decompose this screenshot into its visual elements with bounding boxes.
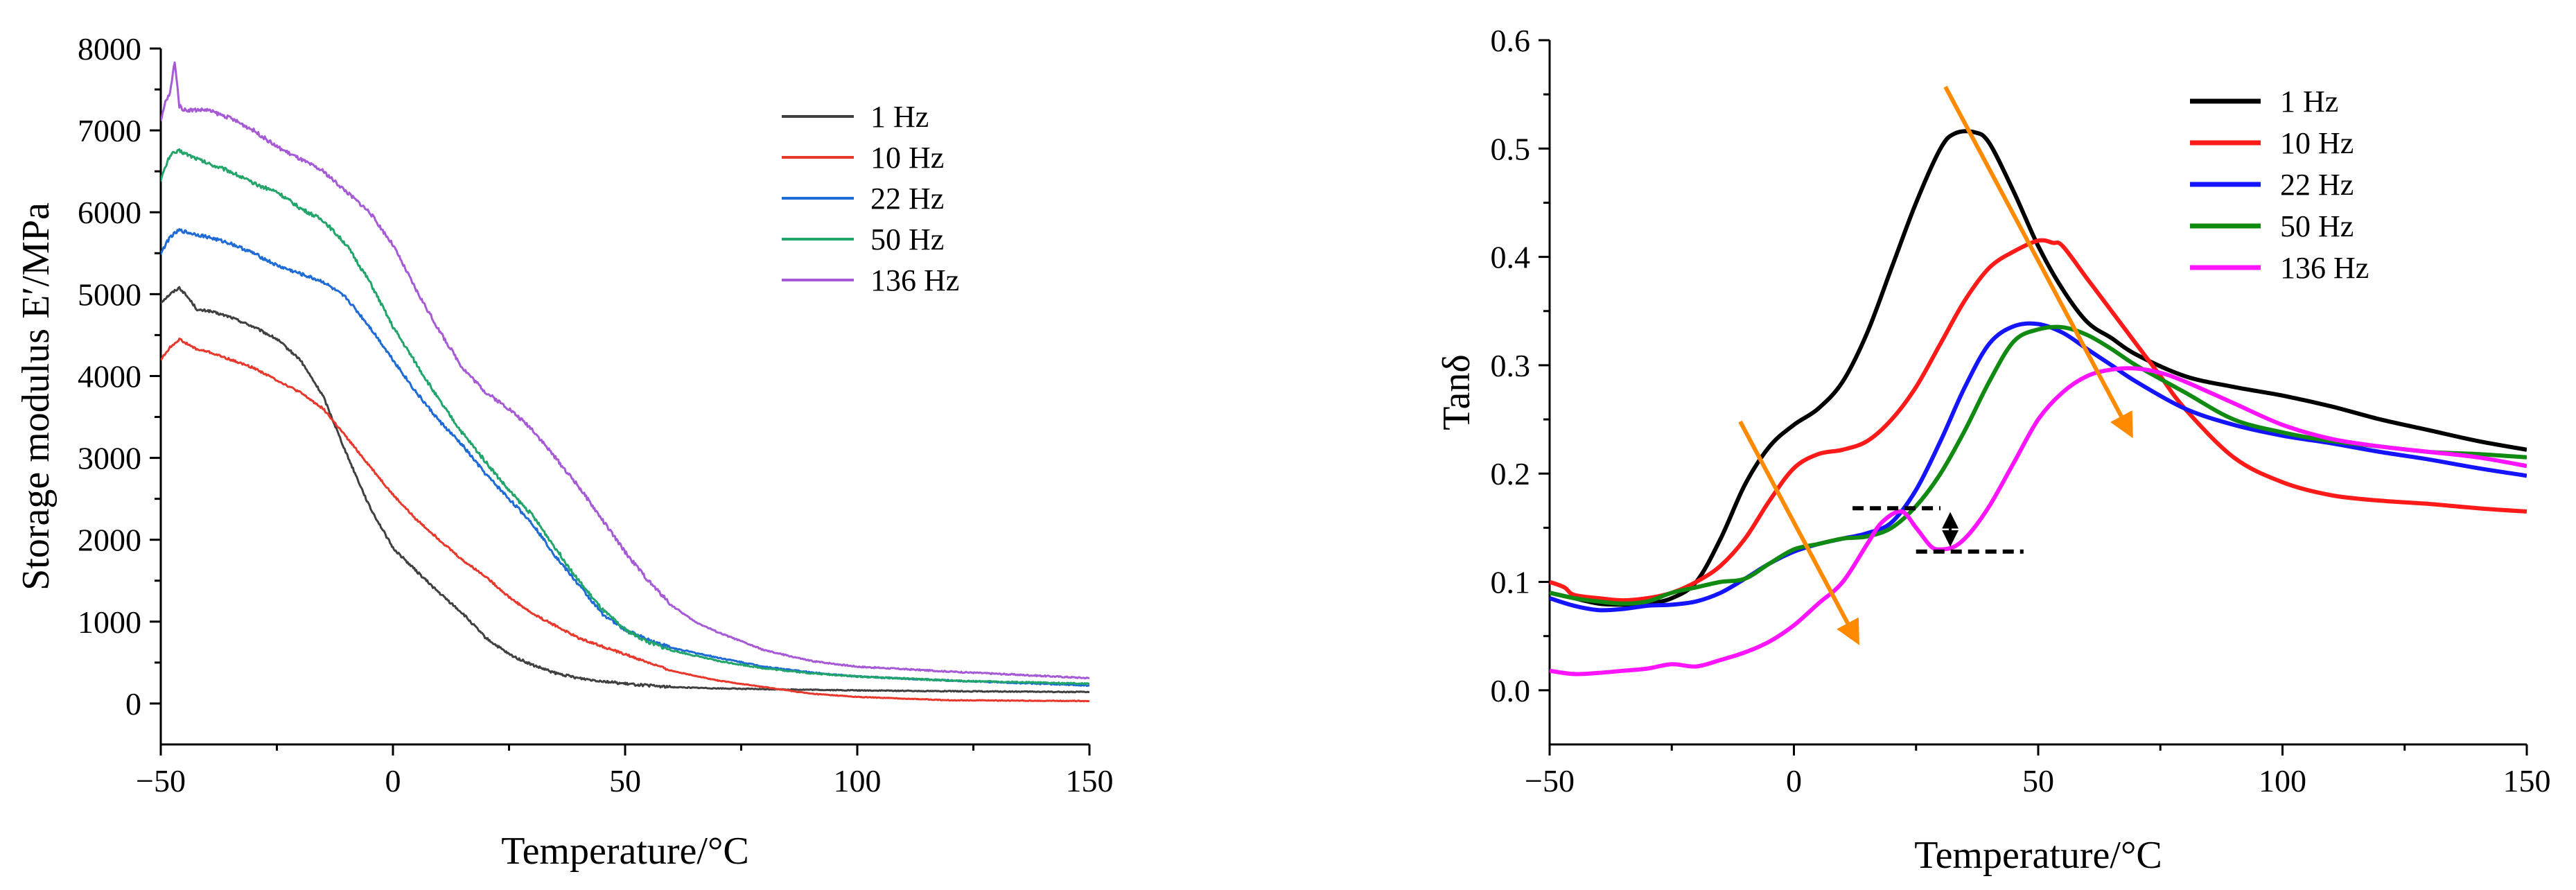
x-axis-label: Temperature/°C <box>1914 834 2162 877</box>
y-tick-label: 0.1 <box>1491 565 1531 600</box>
legend-label: 50 Hz <box>2280 209 2354 243</box>
x-tick-label: 150 <box>2503 763 2551 799</box>
axes: −50 0 50 100 150 0 1000 2000 3000 4000 5000 6000 700… <box>78 31 1114 799</box>
series-line <box>1550 324 2527 606</box>
series-line <box>161 338 1089 703</box>
y-tick-label: 0.6 <box>1491 23 1531 58</box>
legend-label: 50 Hz <box>870 222 944 256</box>
legend-label: 10 Hz <box>870 141 944 175</box>
y-tick-label: 6000 <box>78 195 141 230</box>
legend: 1 Hz 10 Hz 22 Hz 50 Hz 136 Hz <box>2190 85 2369 285</box>
shift-arrow-low <box>1738 420 1859 645</box>
x-tick-label: −50 <box>1525 763 1575 799</box>
y-tick-label: 4000 <box>78 358 141 394</box>
series-line <box>1550 366 2527 677</box>
annotations <box>1738 85 2133 645</box>
legend-label: 1 Hz <box>870 100 929 134</box>
y-tick-label: 0.4 <box>1491 240 1531 275</box>
y-tick-label: 7000 <box>78 113 141 148</box>
x-tick-label: 100 <box>834 763 882 799</box>
y-tick-label: 0.2 <box>1491 456 1531 491</box>
legend-label: 1 Hz <box>2280 85 2338 119</box>
tan-delta-chart: −50 0 50 100 150 0.0 0.1 0.2 0.3 0.4 0.5 0.6 Tempera… <box>1435 23 2551 877</box>
y-axis-label: Storage modulus E′/MPa <box>15 202 58 591</box>
y-tick-label: 3000 <box>78 441 141 476</box>
y-tick-label: 0 <box>125 686 141 722</box>
legend-label: 22 Hz <box>2280 168 2354 202</box>
x-tick-label: 50 <box>609 763 641 799</box>
storage-modulus-chart: −50 0 50 100 150 0 1000 2000 3000 4000 5000 6000 700… <box>15 31 1114 873</box>
x-tick-label: 50 <box>2022 763 2054 799</box>
series-line <box>1550 129 2527 607</box>
x-tick-label: 0 <box>385 763 401 799</box>
series-line <box>1550 321 2527 613</box>
legend-label: 22 Hz <box>870 182 944 216</box>
legend-label: 10 Hz <box>2280 126 2354 160</box>
series-line <box>161 61 1089 680</box>
x-tick-label: −50 <box>136 763 186 799</box>
y-tick-label: 0.3 <box>1491 348 1531 383</box>
y-tick-label: 1000 <box>78 604 141 640</box>
series-line <box>161 228 1089 687</box>
y-tick-label: 8000 <box>78 31 141 67</box>
axes: −50 0 50 100 150 0.0 0.1 0.2 0.3 0.4 0.5 0.6 <box>1491 23 2551 799</box>
legend-label: 136 Hz <box>2280 251 2369 285</box>
x-tick-label: 100 <box>2259 763 2306 799</box>
series-group <box>1550 129 2527 677</box>
legend-label: 136 Hz <box>870 263 959 297</box>
y-axis-label: Tanδ <box>1435 354 1478 430</box>
x-tick-label: 150 <box>1066 763 1114 799</box>
y-tick-label: 0.0 <box>1491 673 1531 708</box>
x-tick-label: 0 <box>1786 763 1802 799</box>
legend: 1 Hz 10 Hz 22 Hz 50 Hz 136 Hz <box>782 100 959 297</box>
x-axis-label: Temperature/°C <box>501 830 748 873</box>
y-tick-label: 2000 <box>78 523 141 558</box>
series-line <box>161 148 1089 686</box>
series-line <box>161 286 1089 694</box>
y-tick-label: 0.5 <box>1491 131 1531 166</box>
shift-arrow-high <box>1943 85 2133 439</box>
series-group <box>161 61 1089 703</box>
y-tick-label: 5000 <box>78 277 141 312</box>
